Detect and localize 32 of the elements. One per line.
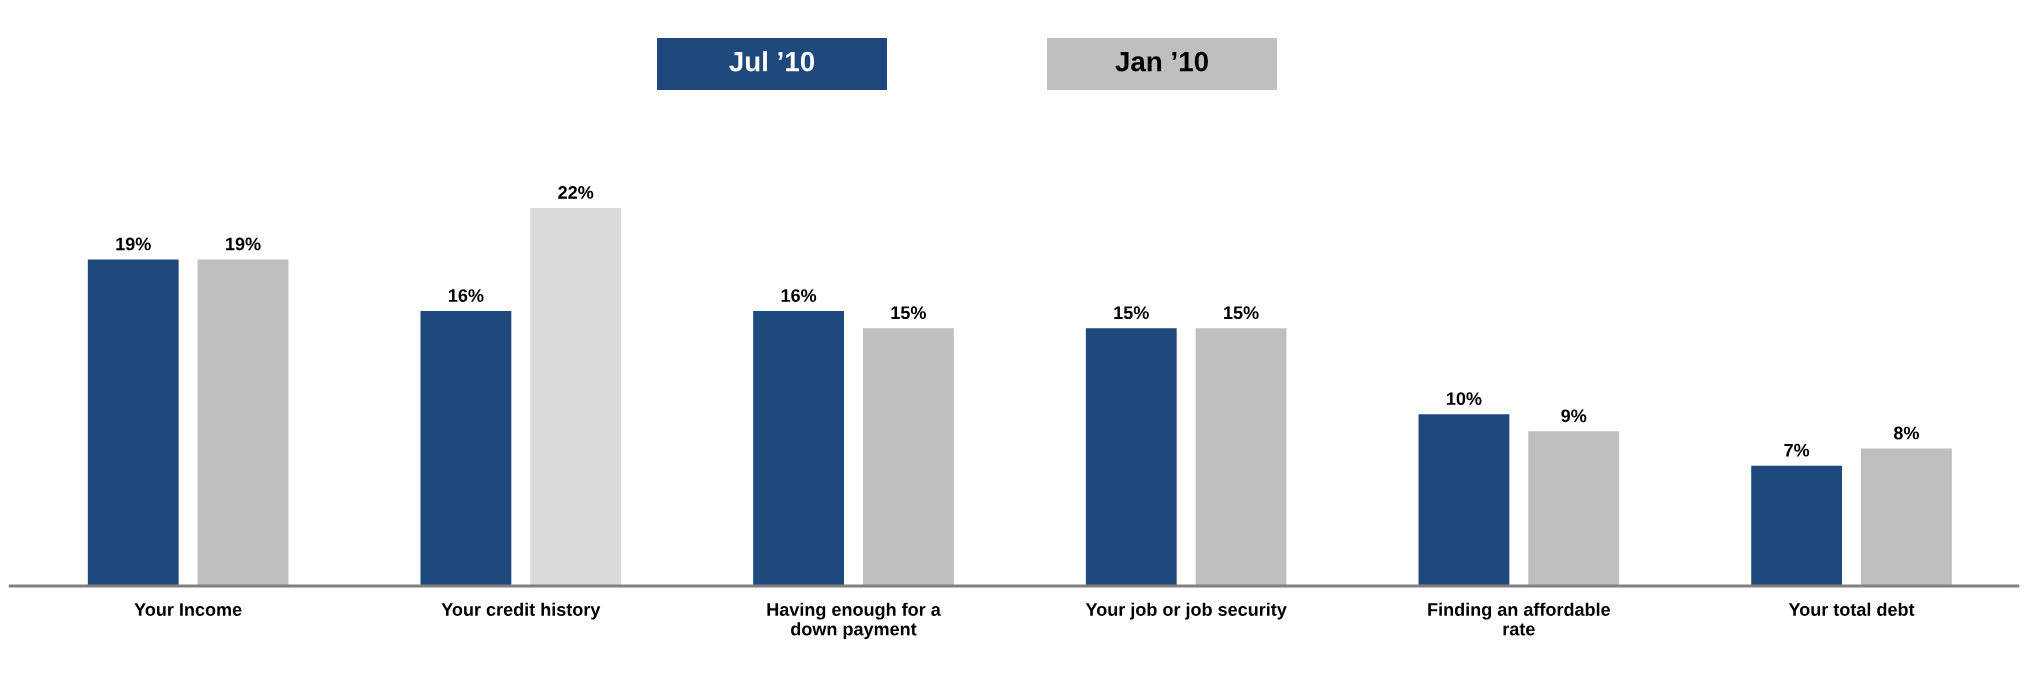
bar xyxy=(197,259,289,586)
bar xyxy=(1418,414,1510,586)
data-label: 8% xyxy=(1893,426,1919,440)
bar xyxy=(1751,465,1843,586)
bar xyxy=(420,311,512,586)
bar xyxy=(753,311,844,586)
bar xyxy=(87,259,179,586)
data-label: 9% xyxy=(1561,409,1587,423)
data-label: 10% xyxy=(1447,392,1482,406)
data-label: 15% xyxy=(1224,306,1259,320)
bar xyxy=(1861,448,1952,586)
x-tick-label: Your credit history xyxy=(441,602,601,620)
x-tick-label: Having enough for a down payment xyxy=(767,602,941,640)
bar xyxy=(1528,431,1620,586)
bar xyxy=(1195,328,1287,586)
x-tick-label: Your Income xyxy=(134,603,242,616)
data-label: 15% xyxy=(1114,306,1149,320)
text: Jul ’10 xyxy=(729,51,815,72)
text: Jan ’10 xyxy=(1115,51,1208,72)
x-tick-label: Your total debt xyxy=(1788,602,1915,616)
bar xyxy=(862,328,954,586)
x-tick-label: Your job or job security xyxy=(1085,602,1287,620)
data-label: 16% xyxy=(781,289,817,302)
bar xyxy=(530,207,622,586)
bar xyxy=(1085,328,1177,586)
data-label: 19% xyxy=(226,237,261,251)
data-label: 19% xyxy=(116,237,151,251)
data-label: 22% xyxy=(558,186,594,199)
data-label: 16% xyxy=(448,289,484,302)
data-label: 15% xyxy=(891,306,926,320)
x-tick-label: Finding an affordable rate xyxy=(1428,602,1611,636)
data-label: 7% xyxy=(1784,443,1810,457)
